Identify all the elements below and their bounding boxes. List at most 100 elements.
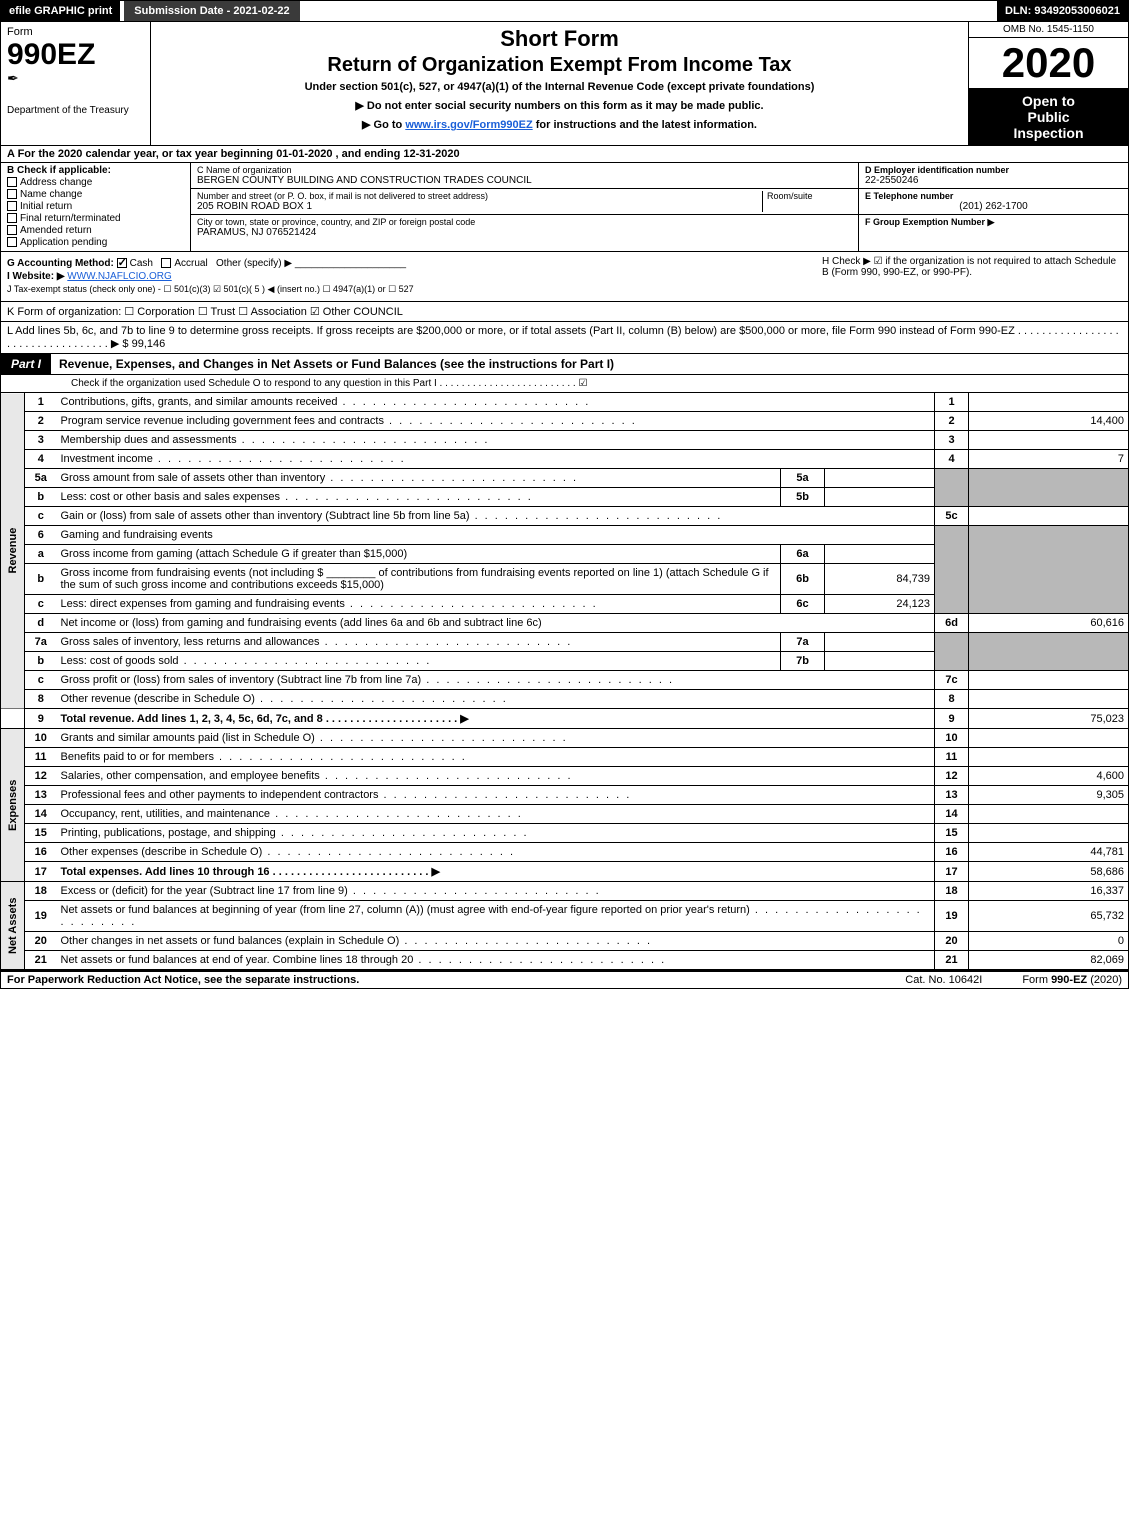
line-3-desc: Membership dues and assessments — [61, 434, 237, 446]
line-6c-subval: 24,123 — [825, 595, 935, 614]
line-7c-amt — [969, 671, 1129, 690]
line-5a-desc: Gross amount from sale of assets other t… — [61, 472, 326, 484]
form-title-box: Short Form Return of Organization Exempt… — [151, 22, 968, 145]
page-footer: For Paperwork Reduction Act Notice, see … — [0, 970, 1129, 989]
meta-ghij: G Accounting Method: Cash Accrual Other … — [0, 252, 1129, 302]
line-15-desc: Printing, publications, postage, and shi… — [61, 827, 276, 839]
line-2-num: 2 — [25, 412, 57, 431]
line-13-amt: 9,305 — [969, 786, 1129, 805]
line-7a-num: 7a — [25, 633, 57, 652]
form-word: Form — [7, 26, 144, 38]
line-7a-subbox: 7a — [781, 633, 825, 652]
line-7c-desc: Gross profit or (loss) from sales of inv… — [61, 674, 422, 686]
line-7a-subval — [825, 633, 935, 652]
line-15-colnum: 15 — [935, 824, 969, 843]
check-accrual[interactable] — [161, 258, 171, 268]
line-7b-subval — [825, 652, 935, 671]
lines-table: Revenue 1 Contributions, gifts, grants, … — [0, 393, 1129, 970]
check-initial-return[interactable]: Initial return — [7, 201, 184, 212]
city-label: City or town, state or province, country… — [197, 217, 852, 227]
form-number-box: Form 990EZ ✒ Department of the Treasury — [1, 22, 151, 145]
line-20-num: 20 — [25, 932, 57, 951]
open-public-3: Inspection — [973, 125, 1124, 141]
line-6-num: 6 — [25, 526, 57, 545]
tax-year: 2020 — [969, 38, 1128, 89]
line-6a-num: a — [25, 545, 57, 564]
ein: 22-2550246 — [865, 175, 1122, 186]
check-name-change[interactable]: Name change — [7, 189, 184, 200]
line-14-colnum: 14 — [935, 805, 969, 824]
line-5c-amt — [969, 507, 1129, 526]
line-6b-num: b — [25, 564, 57, 595]
addr-label: Number and street (or P. O. box, if mail… — [197, 191, 762, 201]
f-label: F Group Exemption Number ▶ — [865, 217, 1122, 228]
line-14-amt — [969, 805, 1129, 824]
line-7b-desc: Less: cost of goods sold — [61, 655, 179, 667]
line-6c-desc: Less: direct expenses from gaming and fu… — [61, 598, 345, 610]
org-name: BERGEN COUNTY BUILDING AND CONSTRUCTION … — [197, 175, 852, 186]
city-state-zip: PARAMUS, NJ 076521424 — [197, 227, 852, 238]
line-9-num: 9 — [25, 709, 57, 729]
department-label: Department of the Treasury — [7, 105, 144, 116]
check-final-return[interactable]: Final return/terminated — [7, 213, 184, 224]
line-6a-desc: Gross income from gaming (attach Schedul… — [57, 545, 781, 564]
line-12-desc: Salaries, other compensation, and employ… — [61, 770, 320, 782]
instructions-link-line: ▶ Go to www.irs.gov/Form990EZ for instru… — [159, 118, 960, 131]
irs-link[interactable]: www.irs.gov/Form990EZ — [405, 119, 532, 131]
line-21-num: 21 — [25, 951, 57, 970]
line-19-colnum: 19 — [935, 901, 969, 932]
line-8-desc: Other revenue (describe in Schedule O) — [61, 693, 255, 705]
info-block: B Check if applicable: Address change Na… — [0, 163, 1129, 252]
line-5b-subbox: 5b — [781, 488, 825, 507]
website-link[interactable]: WWW.NJAFLCIO.ORG — [67, 271, 171, 282]
line-20-colnum: 20 — [935, 932, 969, 951]
line-8-amt — [969, 690, 1129, 709]
line-5c-desc: Gain or (loss) from sale of assets other… — [61, 510, 470, 522]
line-6c-subbox: 6c — [781, 595, 825, 614]
line-15-amt — [969, 824, 1129, 843]
line-10-desc: Grants and similar amounts paid (list in… — [61, 732, 315, 744]
line-5a-subval — [825, 469, 935, 488]
line-21-colnum: 21 — [935, 951, 969, 970]
section-def: D Employer identification number 22-2550… — [858, 163, 1128, 251]
top-bar: efile GRAPHIC print Submission Date - 20… — [0, 0, 1129, 22]
section-b-label: B Check if applicable: — [7, 165, 184, 176]
line-20-amt: 0 — [969, 932, 1129, 951]
efile-print-label[interactable]: efile GRAPHIC print — [1, 1, 120, 21]
line-11-desc: Benefits paid to or for members — [61, 751, 214, 763]
line-3-amt — [969, 431, 1129, 450]
check-address-change[interactable]: Address change — [7, 177, 184, 188]
line-2-amt: 14,400 — [969, 412, 1129, 431]
check-amended-return[interactable]: Amended return — [7, 225, 184, 236]
line-6c-num: c — [25, 595, 57, 614]
line-18-amt: 16,337 — [969, 882, 1129, 901]
line-17-num: 17 — [25, 862, 57, 882]
line-15-num: 15 — [25, 824, 57, 843]
line-6b-subval: 84,739 — [825, 564, 935, 595]
line-6b-desc: Gross income from fundraising events (no… — [57, 564, 781, 595]
check-cash[interactable] — [117, 258, 127, 268]
line-6d-colnum: 6d — [935, 614, 969, 633]
line-6a-subbox: 6a — [781, 545, 825, 564]
line-10-colnum: 10 — [935, 729, 969, 748]
line-18-colnum: 18 — [935, 882, 969, 901]
line-16-num: 16 — [25, 843, 57, 862]
line-21-desc: Net assets or fund balances at end of ye… — [61, 954, 414, 966]
check-application-pending[interactable]: Application pending — [7, 237, 184, 248]
line-17-desc: Total expenses. Add lines 10 through 16 … — [61, 866, 440, 878]
line-5a-subbox: 5a — [781, 469, 825, 488]
line-6d-amt: 60,616 — [969, 614, 1129, 633]
d-label: D Employer identification number — [865, 165, 1122, 175]
form-title: Return of Organization Exempt From Incom… — [159, 54, 960, 77]
row-a-tax-year: A For the 2020 calendar year, or tax yea… — [0, 146, 1129, 163]
line-14-num: 14 — [25, 805, 57, 824]
line-16-desc: Other expenses (describe in Schedule O) — [61, 846, 263, 858]
line-19-desc: Net assets or fund balances at beginning… — [61, 904, 750, 916]
line-19-amt: 65,732 — [969, 901, 1129, 932]
omb-number: OMB No. 1545-1150 — [969, 22, 1128, 38]
line-6d-num: d — [25, 614, 57, 633]
line-18-num: 18 — [25, 882, 57, 901]
line-16-colnum: 16 — [935, 843, 969, 862]
line-h: H Check ▶ ☑ if the organization is not r… — [822, 256, 1122, 297]
line-5b-num: b — [25, 488, 57, 507]
